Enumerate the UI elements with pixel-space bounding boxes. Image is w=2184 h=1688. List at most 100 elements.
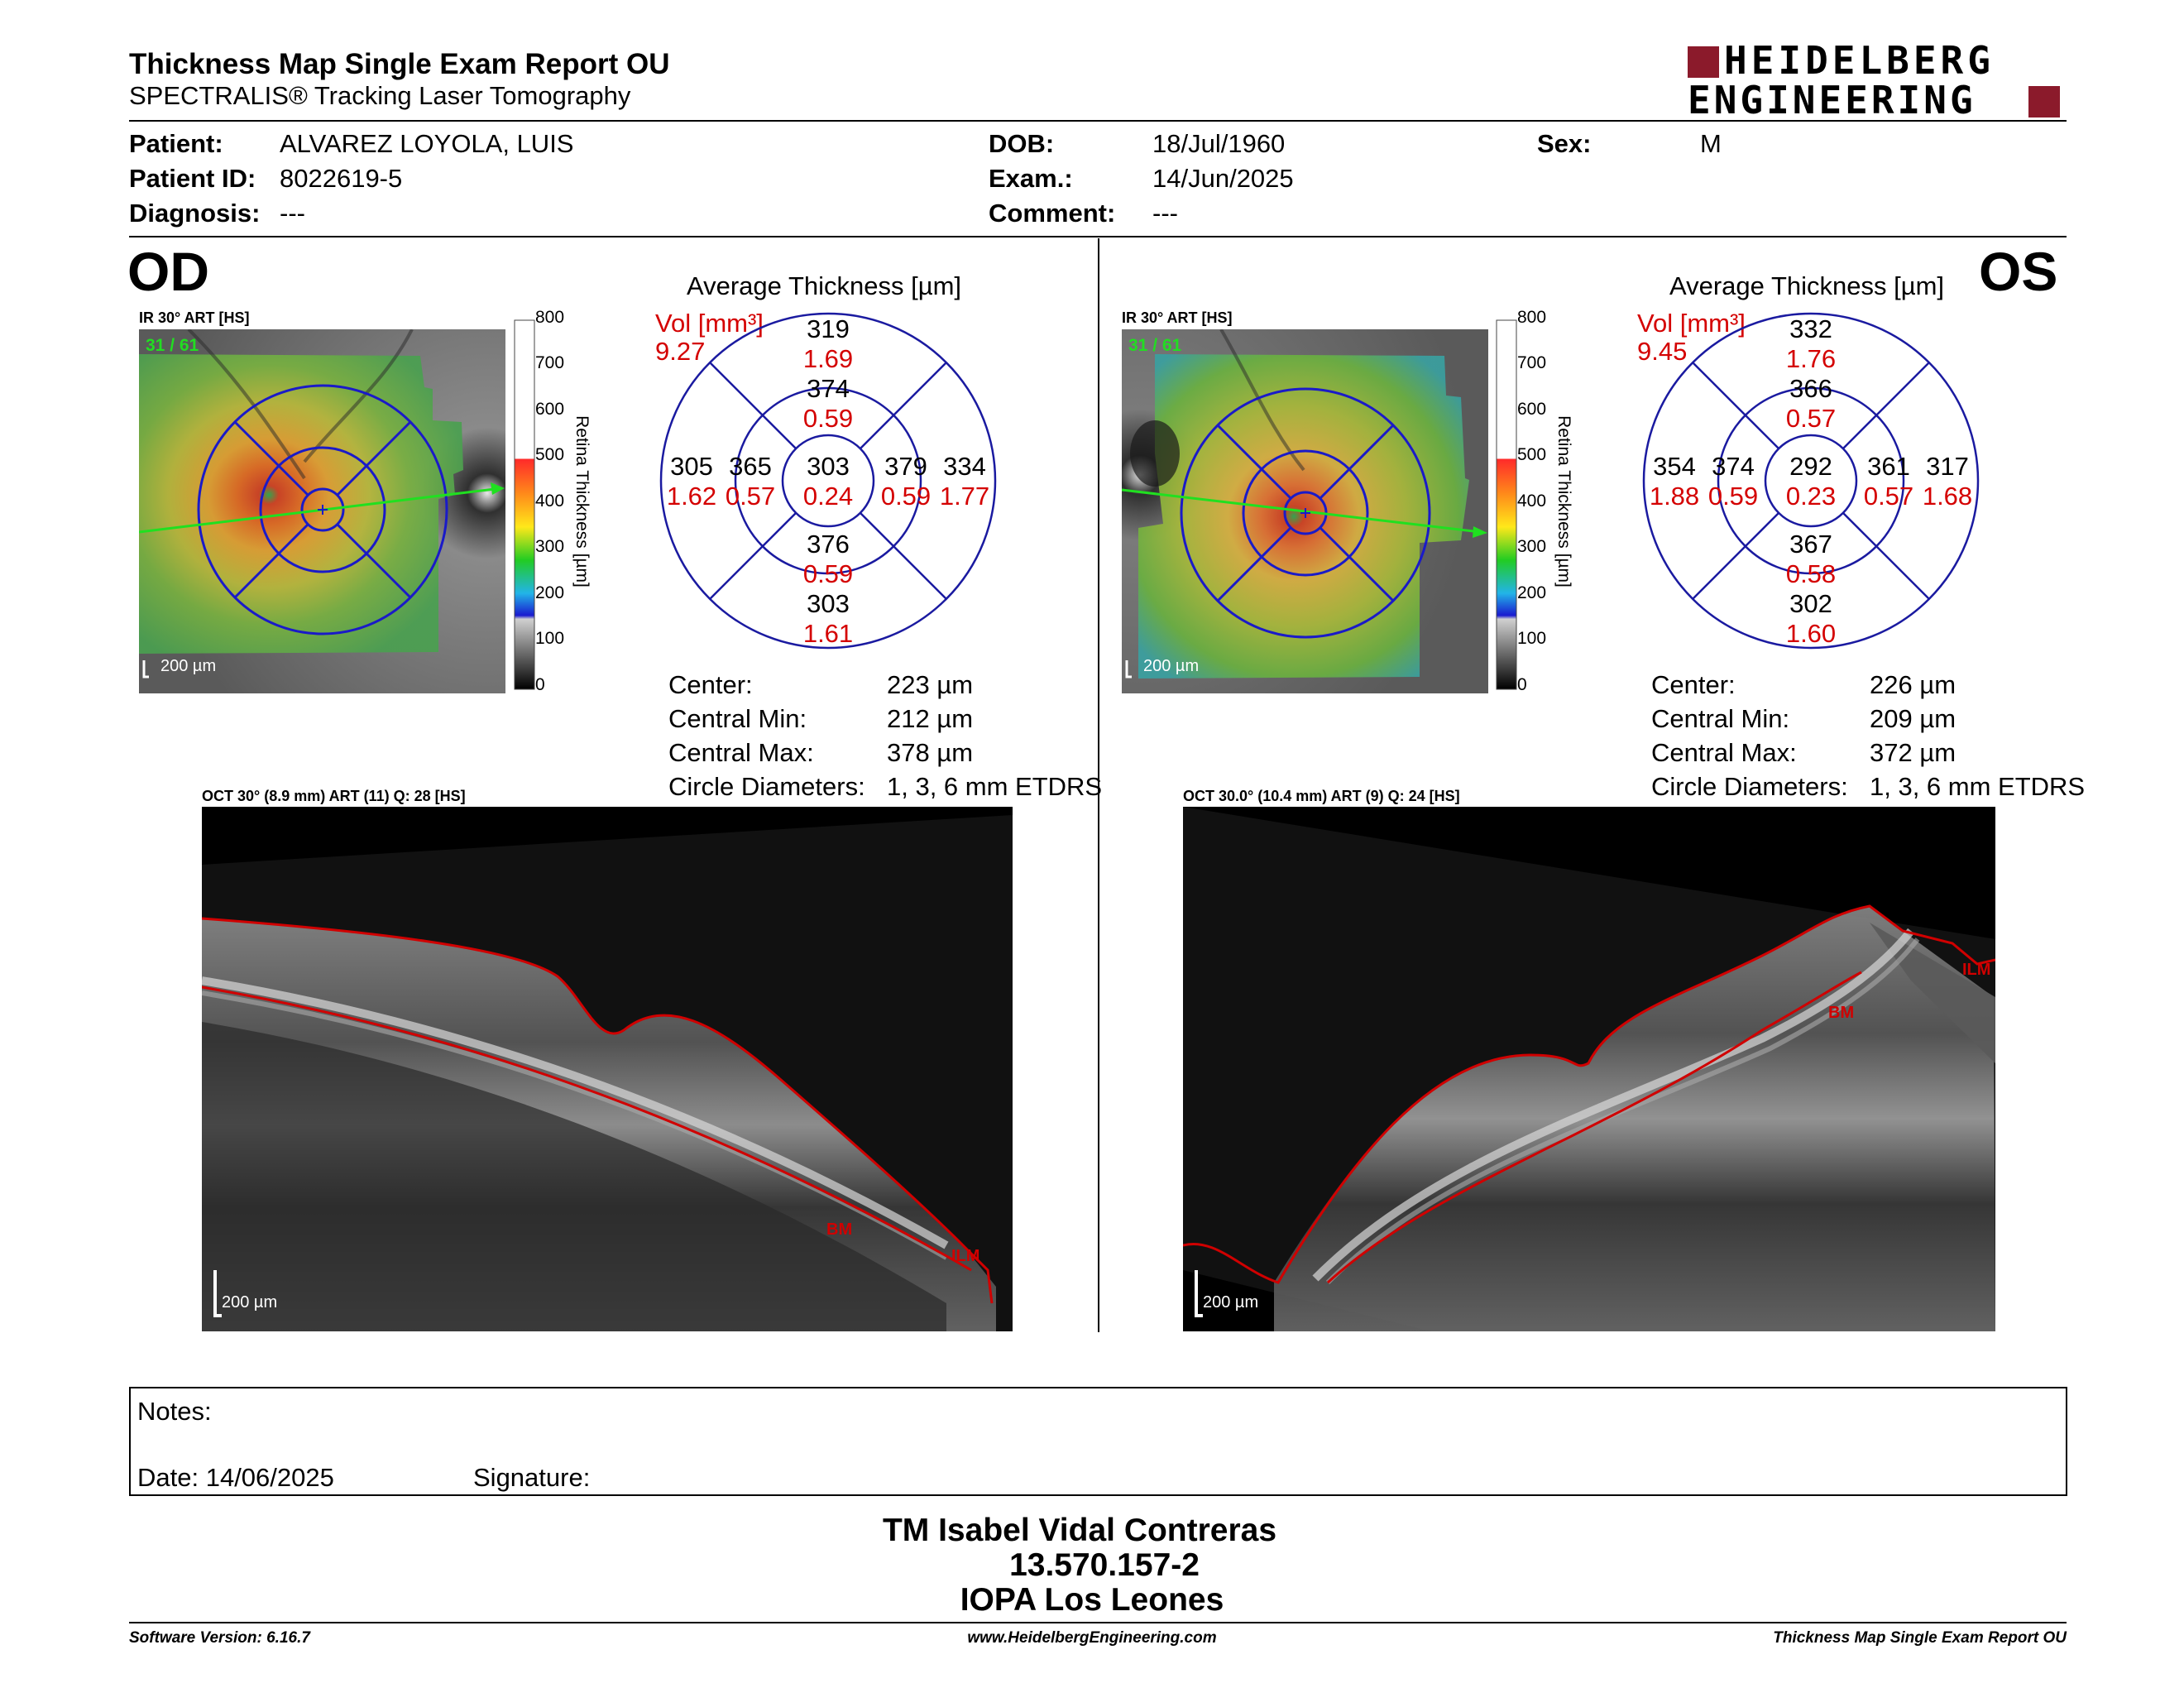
- od-ilm-label: ILM: [951, 1247, 980, 1265]
- os-center-vol: 0.23: [1785, 482, 1837, 511]
- od-cbar-tick: 800: [535, 308, 565, 327]
- os-inner-left-vol: 0.59: [1707, 482, 1759, 511]
- report-title: Thickness Map Single Exam Report OU: [129, 48, 670, 80]
- os-stat-label: Central Max:: [1651, 738, 1797, 767]
- od-vol-value: 9.27: [655, 337, 706, 366]
- os-cbar-tick: 200: [1517, 583, 1547, 602]
- os-outer-left-vol: 1.88: [1649, 482, 1700, 511]
- os-outer-left-thickness: 354: [1653, 452, 1696, 481]
- od-outer-inf-vol: 1.61: [802, 619, 854, 648]
- od-inner-left-vol: 0.57: [725, 482, 776, 511]
- os-stat-value: 372 µm: [1870, 738, 1956, 767]
- footer-report-name: Thickness Map Single Exam Report OU: [1773, 1629, 2067, 1647]
- os-oct-caption: OCT 30.0° (10.4 mm) ART (9) Q: 24 [HS]: [1183, 788, 1460, 804]
- os-inner-inf-thickness: 367: [1789, 530, 1832, 559]
- od-outer-left-thickness: 305: [670, 452, 713, 481]
- os-outer-inf-thickness: 302: [1789, 589, 1832, 618]
- od-outer-right-vol: 1.77: [939, 482, 990, 511]
- os-ilm-label: ILM: [1962, 961, 1991, 979]
- os-cbar-tick: 0: [1517, 675, 1527, 694]
- od-ir-scale: 200 µm: [160, 657, 217, 675]
- od-cbar-label: Retina Thickness [µm]: [572, 415, 592, 587]
- od-vol-label: Vol [mm³]: [655, 309, 764, 338]
- os-inner-left-thickness: 374: [1712, 452, 1755, 481]
- dob-label: DOB:: [989, 129, 1055, 158]
- os-cbar-label: Retina Thickness [µm]: [1554, 415, 1573, 587]
- os-ir-caption: IR 30° ART [HS]: [1122, 309, 1233, 326]
- od-etdrs-grid-overlay: [197, 384, 448, 635]
- sex-value: M: [1700, 129, 1722, 158]
- patient-id-label: Patient ID:: [129, 164, 256, 193]
- od-cbar-tick: 100: [535, 629, 565, 648]
- od-outer-inf-thickness: 303: [807, 589, 850, 618]
- os-outer-right-thickness: 317: [1926, 452, 1969, 481]
- od-ir-caption: IR 30° ART [HS]: [139, 309, 250, 326]
- diagnosis-value: ---: [280, 199, 305, 228]
- logo-text-1: HEIDELBERG: [1724, 38, 1995, 83]
- od-oct-bscan-image: BM ILM 200 µm: [202, 807, 1013, 1331]
- os-stat-value: 1, 3, 6 mm ETDRS: [1870, 772, 2086, 801]
- os-inner-sup-vol: 0.57: [1785, 404, 1837, 433]
- os-stat-label: Center:: [1651, 670, 1736, 699]
- od-oct-caption: OCT 30° (8.9 mm) ART (11) Q: 28 [HS]: [202, 788, 466, 804]
- os-outer-right-vol: 1.68: [1922, 482, 1973, 511]
- od-cbar-tick: 0: [535, 675, 545, 694]
- od-frames-count: 31 / 61: [146, 336, 199, 355]
- comment-value: ---: [1152, 199, 1178, 228]
- notes-date: Date: 14/06/2025: [137, 1463, 334, 1492]
- patient-name: ALVAREZ LOYOLA, LUIS: [280, 129, 574, 158]
- notes-box[interactable]: Notes: Date: 14/06/2025 Signature:: [129, 1387, 2067, 1496]
- od-outer-right-thickness: 334: [943, 452, 986, 481]
- os-cbar-tick: 100: [1517, 629, 1547, 648]
- footer-website-link[interactable]: www.HeidelbergEngineering.com: [967, 1629, 1217, 1647]
- os-avg-title: Average Thickness [µm]: [1669, 271, 1945, 300]
- od-cbar-tick: 400: [535, 492, 565, 511]
- od-colorbar: [513, 319, 612, 691]
- os-cbar-tick: 400: [1517, 492, 1547, 511]
- os-inner-right-thickness: 361: [1867, 452, 1910, 481]
- patient-id: 8022619-5: [280, 164, 403, 193]
- dob-value: 18/Jul/1960: [1152, 129, 1286, 158]
- os-ir-scale: 200 µm: [1143, 657, 1200, 675]
- od-stat-label: Central Max:: [668, 738, 814, 767]
- od-stat-label: Circle Diameters:: [668, 772, 865, 801]
- os-cbar-tick: 700: [1517, 353, 1547, 372]
- od-inner-sup-vol: 0.59: [802, 404, 854, 433]
- od-inner-right-vol: 0.59: [880, 482, 932, 511]
- od-stat-value: 212 µm: [887, 704, 974, 733]
- os-cbar-tick: 300: [1517, 537, 1547, 556]
- od-inner-inf-thickness: 376: [807, 530, 850, 559]
- signature-label: Signature:: [473, 1463, 591, 1492]
- signatory-institution: IOPA Los Leones: [960, 1582, 1224, 1618]
- os-stat-label: Central Min:: [1651, 704, 1790, 733]
- os-stat-value: 209 µm: [1870, 704, 1956, 733]
- eye-label-os: OS: [1979, 241, 2058, 302]
- os-center-thickness: 292: [1789, 452, 1832, 481]
- os-stat-value: 226 µm: [1870, 670, 1956, 699]
- os-oct-scale: 200 µm: [1203, 1293, 1259, 1312]
- os-etdrs-grid-overlay: [1180, 387, 1431, 639]
- exam-value: 14/Jun/2025: [1152, 164, 1294, 193]
- os-outer-inf-vol: 1.60: [1785, 619, 1837, 648]
- od-cbar-tick: 200: [535, 583, 565, 602]
- od-inner-left-thickness: 365: [729, 452, 772, 481]
- od-stat-label: Central Min:: [668, 704, 807, 733]
- report-subtitle: SPECTRALIS® Tracking Laser Tomography: [129, 81, 631, 110]
- os-thickness-map-image: 31 / 61 200 µm: [1121, 328, 1488, 693]
- logo-text-2: ENGINEERING: [1688, 78, 1976, 122]
- notes-label: Notes:: [137, 1397, 212, 1426]
- os-vol-label: Vol [mm³]: [1637, 309, 1746, 338]
- comment-label: Comment:: [989, 199, 1116, 228]
- exam-label: Exam.:: [989, 164, 1073, 193]
- patient-label: Patient:: [129, 129, 223, 158]
- od-stat-value: 1, 3, 6 mm ETDRS: [887, 772, 1103, 801]
- od-stat-label: Center:: [668, 670, 753, 699]
- diagnosis-label: Diagnosis:: [129, 199, 261, 228]
- od-inner-right-thickness: 379: [884, 452, 927, 481]
- heidelberg-logo: HEIDELBERG ENGINEERING: [1688, 38, 2068, 122]
- od-outer-left-vol: 1.62: [666, 482, 717, 511]
- signatory-name: TM Isabel Vidal Contreras: [882, 1513, 1277, 1548]
- od-avg-title: Average Thickness [µm]: [687, 271, 962, 300]
- od-oct-scale: 200 µm: [222, 1293, 278, 1312]
- footer-software: Software Version: 6.16.7: [129, 1629, 310, 1647]
